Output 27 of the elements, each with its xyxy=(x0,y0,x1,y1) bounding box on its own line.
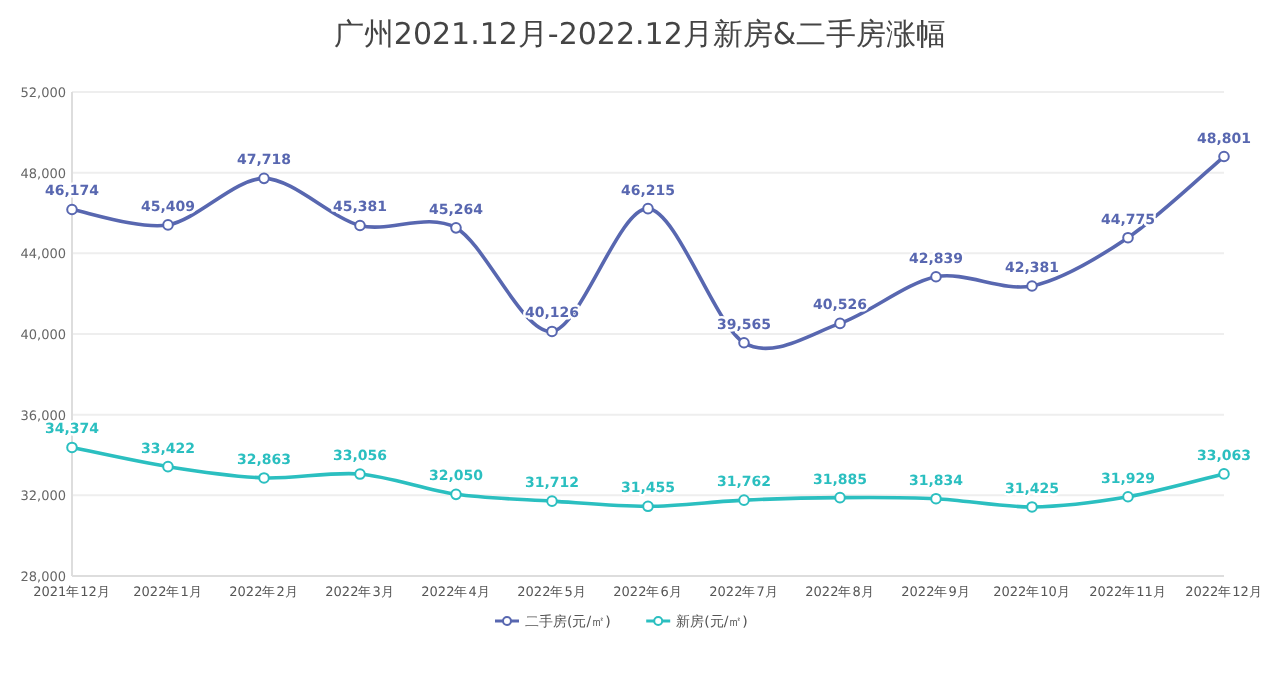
chart-title: 广州2021.12月-2022.12月新房&二手房涨幅 xyxy=(333,16,947,52)
point xyxy=(738,494,750,506)
point xyxy=(642,500,654,513)
point xyxy=(1122,231,1134,244)
point xyxy=(1026,501,1038,513)
point xyxy=(834,317,846,330)
point xyxy=(258,472,270,484)
point xyxy=(66,203,78,216)
point xyxy=(450,488,462,501)
point xyxy=(1122,490,1134,503)
point xyxy=(354,219,366,232)
point xyxy=(66,441,78,454)
point xyxy=(546,325,558,338)
point xyxy=(546,495,558,507)
point xyxy=(642,202,654,215)
point xyxy=(930,270,942,283)
point xyxy=(258,172,270,185)
point xyxy=(1218,468,1230,480)
point xyxy=(930,492,942,505)
point xyxy=(162,460,174,473)
point xyxy=(354,468,366,480)
point xyxy=(162,219,174,231)
point xyxy=(1218,150,1230,163)
point xyxy=(834,491,846,504)
point xyxy=(450,222,462,234)
point xyxy=(738,336,750,349)
point xyxy=(1026,280,1038,292)
